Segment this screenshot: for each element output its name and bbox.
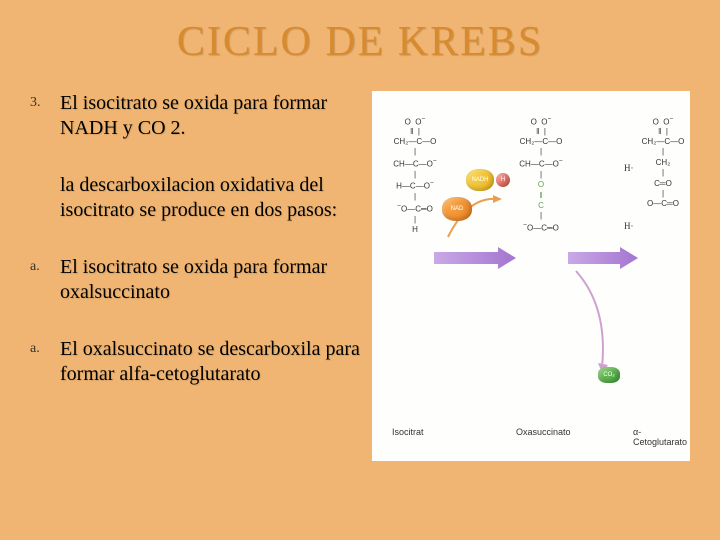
label-oxalsuccinate: Oxasuccinato [516,427,571,437]
molecule-oxalsuccinate: O O− ‖ | CH₂—C—O | CH—C—O− | O ‖ C | −O—… [518,117,564,234]
h-annot-2: H· [624,221,634,231]
nad-label: NAD [451,206,464,212]
bullet-2: la descarboxilacion oxidativa del isocit… [30,173,360,223]
molecule-isocitrate: O O− ‖ | CH₂—C—O | CH—C—O− | H—C—O− | −O… [392,117,438,236]
text-column: 3. El isocitrato se oxida para formar NA… [30,91,360,461]
reaction-arrow-2 [568,247,638,269]
slide: CICLO DE KREBS 3. El isocitrato se oxida… [0,0,720,540]
hplus-icon: H [496,173,510,187]
co2-curve-arrow [568,267,628,377]
h-annot-1: H· [624,163,634,173]
bullet-marker: a. [30,337,60,387]
co2-label: CO₂ [603,372,614,378]
bullet-marker: 3. [30,91,60,141]
content-row: 3. El isocitrato se oxida para formar NA… [30,91,690,461]
co2-icon: CO₂ [598,367,620,383]
bullet-marker: a. [30,255,60,305]
reaction-arrow-1 [434,247,516,269]
label-ketoglutarate: α-Cetoglutarato [633,427,687,447]
slide-title: CICLO DE KREBS [30,18,690,66]
nad-icon: NAD [442,197,472,221]
nadh-label: NADH [471,177,488,183]
diagram-panel: O O− ‖ | CH₂—C—O | CH—C—O− | H—C—O− | −O… [372,91,690,461]
bullet-text: El isocitrato se oxida para formar NADH … [60,91,360,141]
bullet-marker [30,173,60,223]
label-isocitrate: Isocitrat [392,427,424,437]
molecule-ketoglutarate: O O− ‖ | CH₂—C—O | CH₂ | C═O | O—C═O [640,117,686,210]
hplus-label: H [501,177,505,183]
bullet-1: 3. El isocitrato se oxida para formar NA… [30,91,360,141]
chem-diagram: O O− ‖ | CH₂—C—O | CH—C—O− | H—C—O− | −O… [378,97,684,455]
bullet-4: a. El oxalsuccinato se descarboxila para… [30,337,360,387]
bullet-text: El isocitrato se oxida para formar oxals… [60,255,360,305]
bullet-3: a. El isocitrato se oxida para formar ox… [30,255,360,305]
nadh-icon: NADH [466,169,494,191]
bullet-text: El oxalsuccinato se descarboxila para fo… [60,337,360,387]
bullet-text: la descarboxilacion oxidativa del isocit… [60,173,360,223]
